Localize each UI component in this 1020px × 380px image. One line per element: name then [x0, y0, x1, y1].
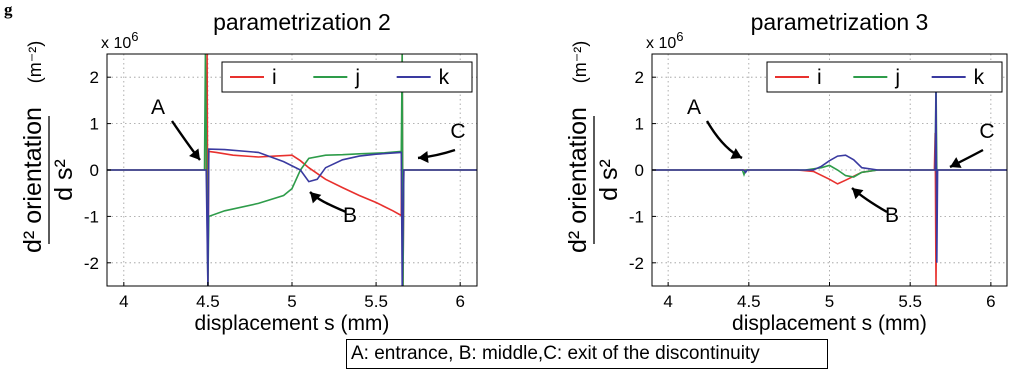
legend-label-j: j: [894, 66, 900, 89]
y-tick-label: 2: [90, 68, 99, 87]
annotation-A: A: [151, 96, 201, 161]
x-axis-label: displacement s (mm): [732, 312, 927, 335]
annotation-C: C: [949, 120, 995, 169]
y-axis-label-numerator: d² orientation: [19, 107, 47, 253]
x-tick-label: 6: [455, 292, 464, 311]
legend: i j k: [766, 61, 1003, 93]
annotation-arrowhead: [852, 188, 864, 200]
annotation-label: A: [687, 96, 701, 119]
x-tick-label: 4.5: [737, 292, 761, 311]
y-exponent-label: x 106: [101, 29, 138, 52]
annotation-C: C: [417, 120, 466, 163]
annotation-arrowhead: [418, 151, 429, 163]
legend: i j k: [221, 61, 473, 93]
legend-label-k: k: [439, 66, 450, 89]
annotation-arrowhead: [950, 157, 962, 168]
y-tick-label: -2: [84, 254, 99, 273]
x-tick-label: 4: [119, 292, 128, 311]
chart-panel-parametrization-2: 4 4.5 5 5.5 6 -2 -1 0 1 2 parametrization 2 x 106 di…: [19, 9, 478, 335]
caption-box: A: entrance, B: middle,C: exit of the di…: [346, 339, 828, 369]
annotation-label: B: [885, 204, 899, 227]
annotation-label: C: [979, 120, 994, 143]
y-tick-label: -1: [629, 207, 644, 226]
y-axis-label-denominator: d s²: [595, 159, 623, 201]
y-tick-label: 2: [635, 68, 644, 87]
legend-label-k: k: [974, 66, 985, 89]
y-axis-label-denominator: d s²: [50, 159, 78, 201]
legend-label-i: i: [817, 66, 822, 89]
chart-title: parametrization 2: [213, 9, 391, 35]
y-axis-label: d² orientation d s² (m⁻²): [19, 41, 78, 253]
annotation-B: B: [851, 187, 899, 227]
y-tick-label: -1: [84, 207, 99, 226]
x-tick-label: 4.5: [196, 292, 220, 311]
annotation-arrowhead: [310, 192, 322, 204]
x-tick-label: 5.5: [898, 292, 922, 311]
series-line-k: [107, 148, 477, 286]
annotation-label: C: [450, 120, 465, 143]
x-tick-label: 5: [825, 292, 834, 311]
y-tick-label: 1: [90, 115, 99, 134]
y-tick-label: 1: [635, 115, 644, 134]
y-axis-unit: (m⁻²): [25, 41, 45, 83]
y-axis-label: d² orientation d s² (m⁻²): [564, 41, 623, 253]
chart-panel-parametrization-3: 4 4.5 5 5.5 6 -2 -1 0 1 2 parametrization 3 x 106 di…: [564, 9, 1008, 335]
x-tick-label: 5: [287, 292, 296, 311]
y-tick-label: 0: [635, 161, 644, 180]
y-tick-label: -2: [629, 254, 644, 273]
y-axis-unit: (m⁻²): [570, 41, 590, 83]
annotation-label: A: [151, 96, 165, 119]
annotation-arrowhead: [730, 148, 742, 159]
chart-title: parametrization 3: [751, 9, 929, 35]
y-tick-label: 0: [90, 161, 99, 180]
annotation-B: B: [309, 191, 357, 227]
x-tick-label: 4: [663, 292, 672, 311]
x-tick-label: 6: [986, 292, 995, 311]
y-exponent-label: x 106: [646, 29, 683, 52]
x-tick-label: 5.5: [364, 292, 388, 311]
plot-area: [652, 77, 1007, 286]
legend-label-j: j: [354, 66, 360, 89]
y-axis-label-numerator: d² orientation: [564, 107, 592, 253]
x-axis-label: displacement s (mm): [195, 312, 390, 335]
annotation-label: B: [343, 204, 357, 227]
annotation-A: A: [687, 96, 743, 160]
legend-label-i: i: [272, 66, 277, 89]
series-line-k: [652, 88, 1007, 263]
figure-label: g: [4, 0, 13, 19]
annotation-arrowhead: [189, 148, 200, 160]
